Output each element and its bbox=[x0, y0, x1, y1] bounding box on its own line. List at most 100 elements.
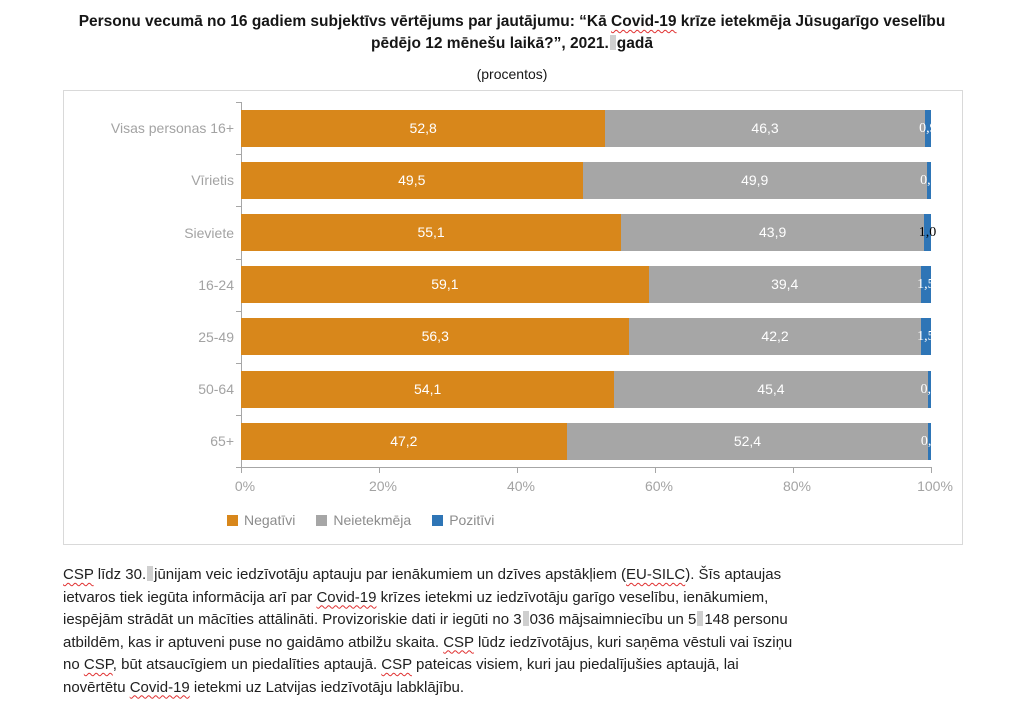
legend-item: Neietekmēja bbox=[316, 512, 411, 528]
nbsp-mark bbox=[522, 611, 529, 626]
footer-line: ietvaros tiek iegūta informācija arī par… bbox=[63, 587, 973, 610]
bar-segment-pozitivi bbox=[928, 422, 931, 460]
legend-label: Negatīvi bbox=[244, 512, 296, 529]
x-axis-tick-label: 20% bbox=[368, 478, 398, 495]
bar-row: 54,1 45,4 0,5 bbox=[241, 370, 938, 408]
text-run: novērtētu bbox=[63, 678, 130, 696]
bar-value-label: 43,9 bbox=[759, 224, 787, 240]
title-line: garīgo veselību pēdējo 12 mēnešu laikā?”… bbox=[371, 13, 945, 52]
legend-swatch-icon bbox=[227, 514, 238, 526]
text-run: no bbox=[63, 656, 84, 673]
text-run: , būt atsaucīgiem un piedalīties aptaujā… bbox=[112, 656, 382, 673]
bar-segment-pozitivi bbox=[924, 109, 931, 147]
y-axis-tick bbox=[236, 154, 242, 156]
bar-row: 56,3 42,2 1,5 bbox=[241, 318, 935, 356]
text-run: 036 mājsaimniecību un 5 bbox=[529, 611, 697, 628]
bar-value-label: 0,5 bbox=[920, 381, 939, 397]
bar-segment-neietekmeja bbox=[629, 318, 921, 356]
chart-title: Personu vecumā no 16 gadiem subjektīvs v… bbox=[62, 11, 962, 55]
legend-item: Pozitīvi bbox=[432, 512, 494, 528]
legend-label: Neietekmēja bbox=[333, 512, 412, 529]
text-run: krīze ietekmēja Jūsu bbox=[676, 13, 832, 30]
legend-swatch-icon bbox=[316, 514, 328, 526]
spellcheck-word: CSP bbox=[63, 566, 94, 583]
text-run: ietekmi uz Latvijas iedzīvotāju labklājī… bbox=[189, 678, 465, 696]
bar-segment-pozitivi bbox=[927, 370, 931, 408]
spellcheck-word: Covid-19 bbox=[316, 588, 377, 606]
chart-legend: Negatīvi Neietekmēja Pozitīvi bbox=[227, 512, 494, 528]
category-label: Visas personas 16+ bbox=[110, 120, 234, 137]
text-run: jūnijam veic iedzīvotāju aptauju par ien… bbox=[154, 566, 627, 583]
bar-segment-negativi bbox=[241, 370, 615, 408]
bar-segment-neietekmeja bbox=[648, 266, 921, 304]
x-axis-tick-label: 80% bbox=[782, 478, 812, 495]
bar-value-label: 56,3 bbox=[421, 328, 449, 345]
footer-line: iespējām strādāt un mācīties attālināti.… bbox=[63, 609, 973, 632]
bar-segment-neietekmeja bbox=[566, 422, 929, 460]
x-axis-tick bbox=[793, 467, 794, 474]
footer-line: atbildēm, kas ir aptuveni puse no gaidām… bbox=[63, 632, 973, 655]
text-run: ietvaros tiek iegūta informācija arī par bbox=[63, 588, 317, 606]
y-axis-tick bbox=[236, 363, 242, 364]
bar-value-label: 49,5 bbox=[398, 171, 426, 188]
legend-item: Negatīvi bbox=[227, 512, 295, 528]
chart-subtitle: (procentos) bbox=[476, 66, 548, 82]
y-axis-tick bbox=[236, 102, 242, 103]
bar-value-label: 0,4 bbox=[920, 433, 939, 449]
spellcheck-word: CSP bbox=[83, 656, 113, 673]
x-axis-tick-label: 40% bbox=[506, 478, 536, 495]
text-run: ). Šīs aptaujas bbox=[685, 566, 782, 583]
nbsp-mark bbox=[697, 611, 704, 626]
spellcheck-word: EU-SILC bbox=[626, 566, 686, 583]
x-axis-tick bbox=[655, 467, 656, 474]
bar-segment-negativi bbox=[241, 161, 583, 199]
text-run: Personu vecumā no 16 gadiem subjektīvs v… bbox=[78, 13, 612, 30]
title-line: Personu vecumā no 16 gadiem subjektīvs v… bbox=[79, 13, 832, 30]
bar-row: 55,1 43,9 1,0 bbox=[241, 214, 936, 251]
bar-segment-pozitivi bbox=[920, 318, 931, 356]
y-axis-tick bbox=[236, 467, 242, 469]
x-axis-tick bbox=[241, 467, 242, 474]
bar-value-label: 47,2 bbox=[390, 432, 418, 449]
x-axis-tick-label: 0% bbox=[234, 478, 256, 495]
bar-value-label: 54,1 bbox=[414, 380, 442, 397]
bar-row: 59,1 39,4 1,5 bbox=[241, 266, 935, 304]
bar-value-label: 55,1 bbox=[417, 224, 445, 240]
y-axis-tick bbox=[236, 206, 242, 208]
bar-segment-negativi bbox=[241, 109, 606, 147]
text-run: lūdz iedzīvotājus, kuri saņēma vēstuli v… bbox=[473, 633, 793, 651]
bar-value-label: 46,3 bbox=[751, 119, 779, 136]
nbsp-mark bbox=[147, 566, 154, 581]
bar-row: 47,2 52,4 0,4 bbox=[241, 422, 938, 460]
footer-line: CSP līdz 30. jūnijam veic iedzīvotāju apt… bbox=[63, 564, 973, 587]
bar-value-label: 59,1 bbox=[431, 276, 459, 293]
bar-segment-pozitivi bbox=[924, 214, 931, 251]
category-label: 65+ bbox=[210, 433, 234, 450]
category-label: Vīrietis bbox=[191, 172, 234, 189]
bar-segment-neietekmeja bbox=[605, 109, 925, 147]
y-axis-tick bbox=[236, 258, 242, 260]
bar-segment-pozitivi bbox=[926, 161, 931, 199]
legend-label: Pozitīvi bbox=[449, 512, 495, 529]
x-axis-tick bbox=[379, 467, 380, 474]
text-run: krīzes ietekmi uz iedzīvotāju garīgo ves… bbox=[376, 588, 769, 606]
bar-row: 49,5 49,9 0,6 bbox=[241, 161, 938, 199]
x-axis-line bbox=[241, 467, 932, 469]
x-axis-tick-label: 60% bbox=[644, 478, 674, 495]
x-axis-tick bbox=[517, 467, 518, 474]
text-run: atbildēm, kas ir aptuveni puse no gaidām… bbox=[63, 633, 444, 651]
text-run: gadā bbox=[616, 35, 653, 52]
bar-value-label: 45,4 bbox=[757, 380, 785, 397]
y-axis-tick bbox=[236, 310, 242, 312]
text-run: līdz 30. bbox=[93, 566, 147, 583]
footer-line: novērtētu Covid-19 ietekmi uz Latvijas i… bbox=[63, 677, 973, 700]
spellcheck-word: CSP bbox=[443, 633, 474, 651]
spellcheck-word: Covid-19 bbox=[129, 678, 190, 696]
text-run: garīgo veselību pēdējo 12 mēnešu laikā?”… bbox=[371, 13, 946, 52]
category-label: 16-24 bbox=[198, 276, 234, 293]
bar-value-label: 52,8 bbox=[409, 119, 437, 136]
y-axis-tick bbox=[236, 415, 242, 417]
bar-segment-pozitivi bbox=[920, 266, 931, 304]
legend-swatch-icon bbox=[432, 514, 444, 526]
bar-value-label: 49,9 bbox=[741, 171, 769, 188]
